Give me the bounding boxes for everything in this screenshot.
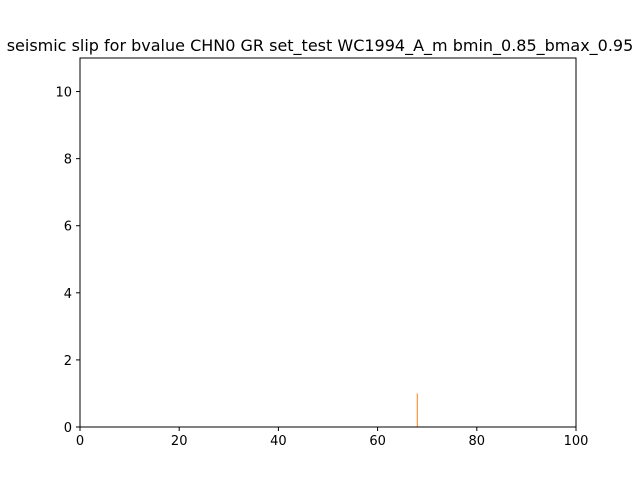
plot-area-frame <box>79 57 577 428</box>
x-tick-label: 60 <box>369 434 386 449</box>
y-tick-label: 8 <box>64 153 72 168</box>
y-tick-label: 6 <box>64 220 72 235</box>
x-tick-label: 20 <box>171 434 188 449</box>
x-tick-label: 80 <box>469 434 486 449</box>
y-tick-label: 2 <box>64 354 72 369</box>
chart-title: seismic slip for bvalue CHN0 GR set_test… <box>7 36 634 56</box>
y-tick-label: 4 <box>64 287 72 302</box>
x-axis: 0 20 40 60 80 100 <box>76 427 589 449</box>
x-tick-label: 100 <box>564 434 589 449</box>
y-tick-label: 10 <box>55 86 72 101</box>
x-tick-label: 40 <box>270 434 287 449</box>
y-tick-label: 0 <box>64 421 72 436</box>
x-tick-label: 0 <box>76 434 84 449</box>
y-axis: 0 2 4 6 8 10 <box>55 86 80 436</box>
